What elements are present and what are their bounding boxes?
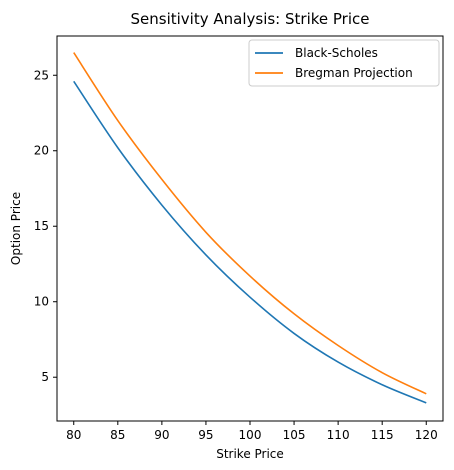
y-tick-label: 15 bbox=[34, 219, 49, 233]
x-tick-label: 100 bbox=[239, 428, 262, 442]
chart-title: Sensitivity Analysis: Strike Price bbox=[131, 10, 370, 28]
y-axis-label: Option Price bbox=[9, 192, 23, 265]
y-tick-label: 20 bbox=[34, 144, 49, 158]
legend: Black-Scholes Bregman Projection bbox=[248, 39, 440, 87]
y-tick-label: 5 bbox=[41, 370, 49, 384]
x-tick-label: 95 bbox=[198, 428, 213, 442]
legend-label: Black-Scholes bbox=[295, 46, 378, 60]
series-line-bregman-projection bbox=[73, 52, 427, 395]
plot-area bbox=[56, 35, 444, 422]
x-axis: 80 85 90 95 100 105 110 115 120 bbox=[66, 421, 438, 442]
x-axis-label: Strike Price bbox=[216, 447, 284, 461]
legend-box bbox=[248, 39, 440, 87]
x-tick-label: 110 bbox=[327, 428, 350, 442]
series-line-black-scholes bbox=[73, 80, 427, 404]
y-tick-label: 10 bbox=[34, 295, 49, 309]
x-tick-label: 80 bbox=[66, 428, 81, 442]
x-tick-label: 120 bbox=[415, 428, 438, 442]
x-tick-label: 85 bbox=[110, 428, 125, 442]
series-lines bbox=[73, 52, 427, 404]
y-axis: 5 10 15 20 25 bbox=[34, 68, 57, 384]
x-tick-label: 115 bbox=[371, 428, 394, 442]
y-tick-label: 25 bbox=[34, 68, 49, 82]
legend-label: Bregman Projection bbox=[295, 66, 413, 80]
x-tick-label: 105 bbox=[283, 428, 306, 442]
x-tick-label: 90 bbox=[154, 428, 169, 442]
